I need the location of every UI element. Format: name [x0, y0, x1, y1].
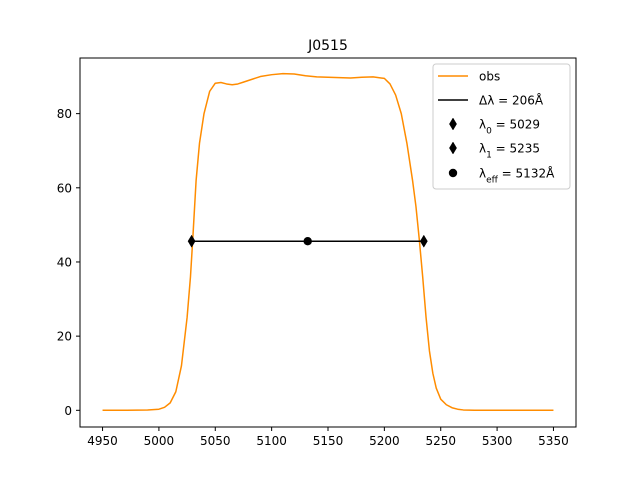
marker-lambda-0: [187, 234, 196, 248]
x-tick-label: 5250: [425, 434, 456, 448]
y-axis: 0 20 40 60 80: [57, 107, 80, 418]
legend-label: obs: [479, 70, 500, 84]
y-tick-label: 80: [57, 107, 72, 121]
legend-label: λ0 = 5029: [479, 118, 540, 137]
legend-handle-circle: [448, 168, 458, 178]
plot-area: [102, 72, 554, 412]
legend-handle-diamond: [449, 117, 457, 131]
x-tick-label: 5300: [482, 434, 513, 448]
x-tick-label: 4950: [87, 434, 118, 448]
marker-lambda-eff: [303, 237, 312, 246]
y-tick-label: 60: [57, 181, 72, 195]
x-axis: 4950 5000 5050 5100 5150 5200 5250 5300 5350: [87, 427, 569, 448]
chart-title: J0515: [307, 38, 348, 54]
legend-label: λeff = 5132Å: [479, 166, 555, 186]
x-tick-label: 5150: [313, 434, 344, 448]
legend-handle-diamond: [449, 141, 457, 155]
legend-label: λ1 = 5235: [479, 142, 540, 161]
y-tick-label: 40: [57, 255, 72, 269]
legend: obs Δλ = 206Å λ0 = 5029 λ1 = 5235 λeff = 513…: [432, 63, 571, 190]
legend-box: [432, 63, 571, 190]
marker-lambda-1: [419, 234, 428, 248]
y-tick-label: 20: [57, 330, 72, 344]
x-tick-label: 5050: [200, 434, 231, 448]
x-tick-label: 5200: [369, 434, 400, 448]
x-tick-label: 5000: [144, 434, 175, 448]
y-tick-label: 0: [64, 404, 72, 418]
x-tick-label: 5100: [256, 434, 287, 448]
x-tick-label: 5350: [538, 434, 569, 448]
legend-label: Δλ = 206Å: [479, 93, 544, 108]
series-obs-line: [102, 72, 554, 412]
